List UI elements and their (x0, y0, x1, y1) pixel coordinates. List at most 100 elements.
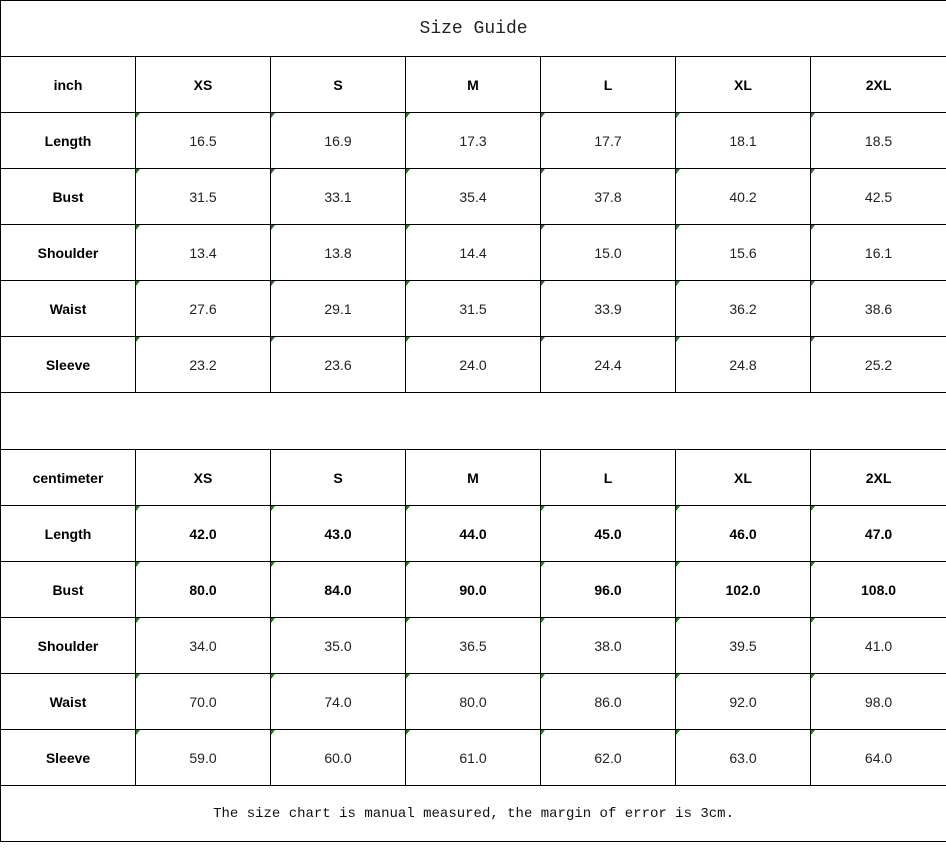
measurement-label: Sleeve (0, 729, 136, 786)
table-row: Sleeve 23.2 23.6 24.0 24.4 24.8 25.2 (0, 336, 946, 393)
size-header-2xl: 2XL (809, 56, 946, 113)
table-row: Waist 27.6 29.1 31.5 33.9 36.2 38.6 (0, 280, 946, 337)
size-header-l: L (540, 449, 676, 506)
measurement-label: Bust (0, 561, 136, 618)
size-header-2xl: 2XL (809, 449, 946, 506)
measurement-value: 16.5 (135, 112, 271, 169)
measurement-value: 36.2 (675, 280, 811, 337)
table-row: Bust 80.0 84.0 90.0 96.0 102.0 108.0 (0, 561, 946, 618)
table-row: Length 42.0 43.0 44.0 45.0 46.0 47.0 (0, 505, 946, 562)
measurement-value: 92.0 (675, 673, 811, 730)
measurement-label: Waist (0, 280, 136, 337)
measurement-value: 41.0 (809, 617, 946, 674)
measurement-value: 84.0 (270, 561, 406, 618)
measurement-value: 70.0 (135, 673, 271, 730)
measurement-value: 98.0 (809, 673, 946, 730)
measurement-value: 38.6 (809, 280, 946, 337)
table-row: Length 16.5 16.9 17.3 17.7 18.1 18.5 (0, 112, 946, 169)
measurement-value: 63.0 (675, 729, 811, 786)
measurement-value: 61.0 (405, 729, 541, 786)
measurement-value: 36.5 (405, 617, 541, 674)
measurement-value: 80.0 (135, 561, 271, 618)
measurement-value: 45.0 (540, 505, 676, 562)
measurement-value: 33.9 (540, 280, 676, 337)
measurement-value: 16.1 (809, 224, 946, 281)
measurement-value: 42.5 (809, 168, 946, 225)
measurement-value: 40.2 (675, 168, 811, 225)
measurement-value: 23.6 (270, 336, 406, 393)
measurement-label: Shoulder (0, 224, 136, 281)
spacer-row (0, 392, 946, 450)
measurement-value: 62.0 (540, 729, 676, 786)
size-header-xl: XL (675, 56, 811, 113)
measurement-value: 59.0 (135, 729, 271, 786)
measurement-value: 23.2 (135, 336, 271, 393)
size-header-l: L (540, 56, 676, 113)
title-row: Size Guide (0, 0, 946, 57)
measurement-value: 33.1 (270, 168, 406, 225)
measurement-value: 90.0 (405, 561, 541, 618)
measurement-label: Sleeve (0, 336, 136, 393)
measurement-value: 15.0 (540, 224, 676, 281)
measurement-value: 13.4 (135, 224, 271, 281)
measurement-value: 29.1 (270, 280, 406, 337)
size-header-xl: XL (675, 449, 811, 506)
measurement-label: Bust (0, 168, 136, 225)
measurement-label: Waist (0, 673, 136, 730)
size-header-m: M (405, 56, 541, 113)
measurement-value: 18.5 (809, 112, 946, 169)
measurement-value: 60.0 (270, 729, 406, 786)
table-row: Waist 70.0 74.0 80.0 86.0 92.0 98.0 (0, 673, 946, 730)
spacer-cell (0, 392, 946, 450)
measurement-value: 38.0 (540, 617, 676, 674)
measurement-value: 17.7 (540, 112, 676, 169)
measurement-label: Length (0, 112, 136, 169)
centimeter-unit-label: centimeter (0, 449, 136, 506)
measurement-note: The size chart is manual measured, the m… (0, 785, 946, 842)
measurement-value: 27.6 (135, 280, 271, 337)
measurement-value: 80.0 (405, 673, 541, 730)
measurement-value: 16.9 (270, 112, 406, 169)
measurement-value: 15.6 (675, 224, 811, 281)
measurement-value: 64.0 (809, 729, 946, 786)
measurement-value: 96.0 (540, 561, 676, 618)
inch-header-row: inch XS S M L XL 2XL (0, 56, 946, 113)
measurement-value: 13.8 (270, 224, 406, 281)
size-header-xs: XS (135, 449, 271, 506)
measurement-value: 24.8 (675, 336, 811, 393)
measurement-value: 34.0 (135, 617, 271, 674)
measurement-value: 14.4 (405, 224, 541, 281)
size-guide-title: Size Guide (0, 0, 946, 57)
measurement-value: 86.0 (540, 673, 676, 730)
measurement-value: 35.0 (270, 617, 406, 674)
measurement-value: 47.0 (809, 505, 946, 562)
centimeter-header-row: centimeter XS S M L XL 2XL (0, 449, 946, 506)
table-row: Shoulder 13.4 13.8 14.4 15.0 15.6 16.1 (0, 224, 946, 281)
measurement-value: 46.0 (675, 505, 811, 562)
measurement-value: 17.3 (405, 112, 541, 169)
measurement-value: 43.0 (270, 505, 406, 562)
measurement-value: 31.5 (405, 280, 541, 337)
measurement-value: 18.1 (675, 112, 811, 169)
table-row: Sleeve 59.0 60.0 61.0 62.0 63.0 64.0 (0, 729, 946, 786)
table-row: Bust 31.5 33.1 35.4 37.8 40.2 42.5 (0, 168, 946, 225)
measurement-value: 42.0 (135, 505, 271, 562)
measurement-value: 108.0 (809, 561, 946, 618)
table-row: Shoulder 34.0 35.0 36.5 38.0 39.5 41.0 (0, 617, 946, 674)
measurement-value: 102.0 (675, 561, 811, 618)
measurement-value: 74.0 (270, 673, 406, 730)
measurement-value: 24.4 (540, 336, 676, 393)
inch-unit-label: inch (0, 56, 136, 113)
measurement-value: 31.5 (135, 168, 271, 225)
measurement-value: 39.5 (675, 617, 811, 674)
measurement-value: 25.2 (809, 336, 946, 393)
measurement-value: 35.4 (405, 168, 541, 225)
measurement-value: 24.0 (405, 336, 541, 393)
size-header-xs: XS (135, 56, 271, 113)
size-header-m: M (405, 449, 541, 506)
size-header-s: S (270, 56, 406, 113)
measurement-label: Length (0, 505, 136, 562)
note-row: The size chart is manual measured, the m… (0, 785, 946, 842)
size-header-s: S (270, 449, 406, 506)
